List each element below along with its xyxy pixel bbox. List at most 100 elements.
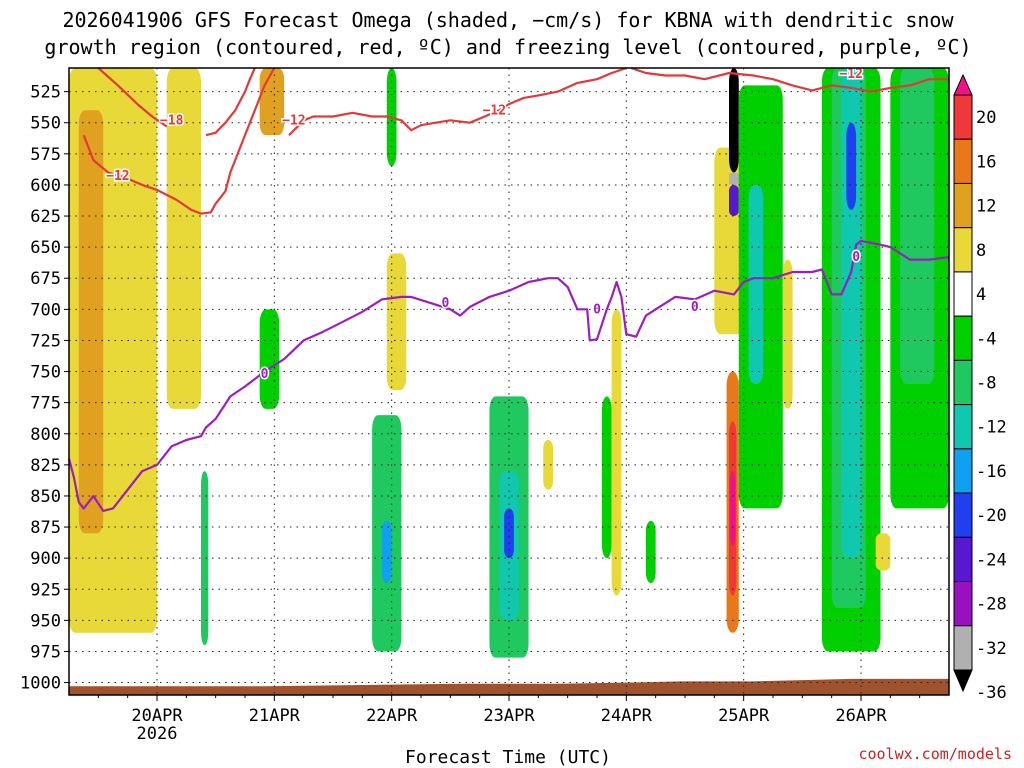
contour-line: [97, 67, 168, 128]
y-tick-label: 700: [30, 300, 61, 320]
colorbar-label: -16: [976, 462, 1007, 482]
colorbar-box: [953, 581, 973, 627]
omega-region: [729, 471, 736, 546]
x-tick-label: 22APR: [366, 706, 418, 726]
y-tick-label: 750: [30, 363, 61, 383]
colorbar-label: 12: [976, 197, 996, 217]
contour-layer: −18 −12 −12 −12 −12 0 0 0 0 0: [67, 66, 950, 512]
colorbar-label: 4: [976, 285, 986, 305]
y-tick-label: 725: [30, 331, 61, 351]
y-tick-label: 575: [30, 145, 61, 165]
x-tick-label: 25APR: [718, 706, 770, 726]
omega-region: [729, 68, 739, 173]
x-axis-label: Forecast Time (UTC): [405, 747, 611, 768]
omega-region: [504, 508, 514, 559]
colorbar-box: [953, 404, 973, 450]
colorbar-box: [953, 536, 973, 583]
colorbar-box: [953, 359, 973, 406]
omega-region: [782, 259, 793, 409]
contour-label: 0: [691, 300, 699, 315]
colorbar-label: -24: [976, 550, 1007, 570]
colorbar-label: -32: [976, 639, 1007, 659]
contour-line: [288, 66, 627, 136]
x-tick-label: 20APR: [131, 706, 183, 726]
chart-title-line-2: growth region (contoured, red, ºC) and f…: [44, 35, 971, 59]
omega-region: [875, 533, 891, 571]
colorbar-top-arrow: [953, 73, 973, 96]
omega-region: [748, 184, 764, 384]
colorbar-label: -12: [976, 418, 1007, 438]
omega-region: [166, 68, 201, 409]
contour-line: [67, 239, 950, 512]
contour-line: [205, 67, 256, 137]
x-tick-label: 23APR: [483, 706, 535, 726]
omega-region: [645, 520, 656, 584]
colorbar: 20 16 12 8 4 -4 -8 -12 -16 -20 -24 -28 -32 -36: [953, 73, 1007, 703]
x-tick-label: 21APR: [249, 706, 301, 726]
contour-label: −12: [483, 103, 506, 118]
contour-label: 0: [593, 302, 601, 317]
y-tick-label: 900: [30, 549, 61, 569]
omega-region: [611, 309, 622, 596]
contour-label: 0: [852, 250, 860, 265]
y-tick-label: 1000: [20, 674, 61, 694]
colorbar-label: 20: [976, 108, 996, 128]
y-tick-label: 825: [30, 456, 61, 476]
omega-region: [601, 396, 612, 559]
contour-label: −18: [160, 113, 184, 128]
omega-region: [78, 110, 104, 534]
y-tick-label: 625: [30, 207, 61, 227]
omega-region: [381, 520, 392, 584]
colorbar-box: [953, 94, 973, 140]
colorbar-box: [953, 448, 973, 494]
plot-area: −18 −12 −12 −12 −12 0 0 0 0 0: [67, 66, 950, 696]
omega-region: [729, 172, 739, 185]
omega-region: [729, 184, 739, 217]
y-tick-label: 650: [30, 238, 61, 258]
omega-region: [201, 471, 209, 646]
y-axis: 525 550 575 600 625 650 675 700 725 750 775 800 825 8…: [20, 83, 69, 694]
contour-label: 0: [261, 367, 269, 382]
colorbar-box: [953, 625, 973, 671]
contour-line: [630, 66, 949, 93]
colorbar-label: -20: [976, 506, 1007, 526]
colorbar-box: [953, 492, 973, 538]
colorbar-label: -8: [976, 374, 996, 394]
contour-label: −12: [282, 113, 305, 128]
omega-region: [543, 439, 553, 490]
y-tick-label: 675: [30, 269, 61, 289]
colorbar-label: 8: [976, 241, 986, 261]
colorbar-box: [953, 182, 973, 229]
y-tick-label: 950: [30, 611, 61, 631]
chart-title-line-1: 2026041906 GFS Forecast Omega (shaded, −…: [62, 8, 954, 32]
colorbar-box: [953, 138, 973, 184]
y-tick-label: 925: [30, 580, 61, 600]
omega-region: [386, 253, 407, 391]
contour-label: −12: [839, 67, 862, 82]
y-tick-label: 550: [30, 114, 61, 134]
colorbar-label: -28: [976, 595, 1007, 615]
contour-label: −12: [106, 169, 129, 184]
x-tick-year-label: 2026: [137, 724, 178, 744]
watermark: coolwx.com/models: [858, 745, 1012, 763]
y-tick-label: 600: [30, 176, 61, 196]
y-tick-label: 875: [30, 518, 61, 538]
contour-label: 0: [442, 296, 450, 311]
colorbar-label: -36: [976, 683, 1007, 703]
colorbar-label: 16: [976, 152, 996, 172]
omega-shading-layer: [69, 68, 949, 658]
colorbar-box: [953, 315, 973, 361]
contour-line: [82, 67, 276, 215]
y-tick-label: 525: [30, 83, 61, 103]
omega-region: [846, 122, 857, 210]
x-tick-label: 26APR: [835, 706, 887, 726]
y-tick-label: 775: [30, 394, 61, 414]
colorbar-bottom-arrow: [953, 669, 973, 693]
omega-region: [259, 309, 280, 409]
y-tick-label: 800: [30, 425, 61, 445]
omega-region: [259, 68, 285, 136]
colorbar-box: [953, 271, 973, 317]
x-tick-label: 24APR: [601, 706, 653, 726]
